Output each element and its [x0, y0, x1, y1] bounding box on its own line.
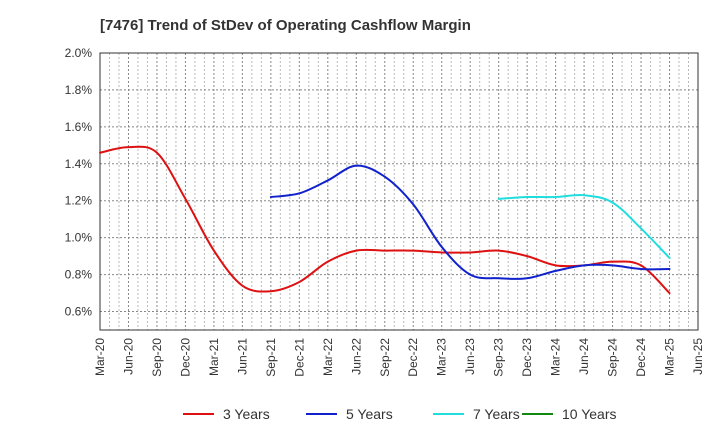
y-tick-label: 1.0%: [65, 231, 93, 245]
grid: [99, 52, 699, 330]
x-tick-label: Jun-25: [691, 338, 705, 375]
legend-label: 7 Years: [473, 406, 520, 422]
series-lines: [99, 145, 671, 295]
x-axis-ticks: Mar-20 Jun-20 Sep-20 Dec-20 Mar-21 Jun-21 Sep-…: [93, 338, 705, 377]
y-tick-label: 1.8%: [65, 83, 93, 97]
y-tick-label: 2.0%: [65, 46, 93, 60]
x-tick-label: Jun-24: [577, 338, 591, 375]
x-tick-label: Mar-25: [663, 338, 677, 376]
x-tick-label: Dec-20: [178, 338, 192, 377]
x-tick-label: Mar-21: [207, 338, 221, 376]
y-tick-label: 1.4%: [65, 157, 93, 171]
chart-title: [7476] Trend of StDev of Operating Cashf…: [100, 17, 471, 34]
x-tick-label: Jun-20: [121, 338, 135, 375]
x-tick-label: Mar-24: [549, 338, 563, 376]
x-tick-label: Jun-22: [349, 338, 363, 375]
x-tick-label: Mar-20: [93, 338, 107, 376]
x-tick-label: Sep-23: [492, 338, 506, 377]
x-tick-label: Jun-21: [235, 338, 249, 375]
y-tick-label: 0.6%: [65, 305, 93, 319]
x-tick-label: Mar-22: [321, 338, 335, 376]
x-tick-label: Dec-23: [520, 338, 534, 377]
y-tick-label: 1.2%: [65, 194, 93, 208]
x-tick-label: Mar-23: [435, 338, 449, 376]
x-tick-label: Sep-20: [150, 338, 164, 377]
legend-label: 10 Years: [562, 406, 617, 422]
legend: 3 Years 5 Years 7 Years 10 Years: [183, 406, 617, 422]
y-axis-ticks: 0.6% 0.8% 1.0% 1.2% 1.4% 1.6% 1.8% 2.0%: [65, 46, 93, 319]
x-tick-label: Sep-21: [264, 338, 278, 377]
legend-label: 5 Years: [346, 406, 393, 422]
x-tick-label: Dec-24: [634, 338, 648, 377]
x-tick-label: Dec-22: [406, 338, 420, 377]
series-line-7-years: [497, 193, 671, 259]
series-line-5-years: [269, 164, 671, 280]
y-tick-label: 0.8%: [65, 268, 93, 282]
plot-area-border: [99, 52, 699, 331]
legend-label: 3 Years: [223, 406, 270, 422]
x-tick-label: Jun-23: [463, 338, 477, 375]
y-tick-label: 1.6%: [65, 120, 93, 134]
x-tick-label: Sep-24: [606, 338, 620, 377]
series-line-3-years: [99, 145, 671, 295]
x-tick-label: Dec-21: [292, 338, 306, 377]
x-tick-label: Sep-22: [378, 338, 392, 377]
